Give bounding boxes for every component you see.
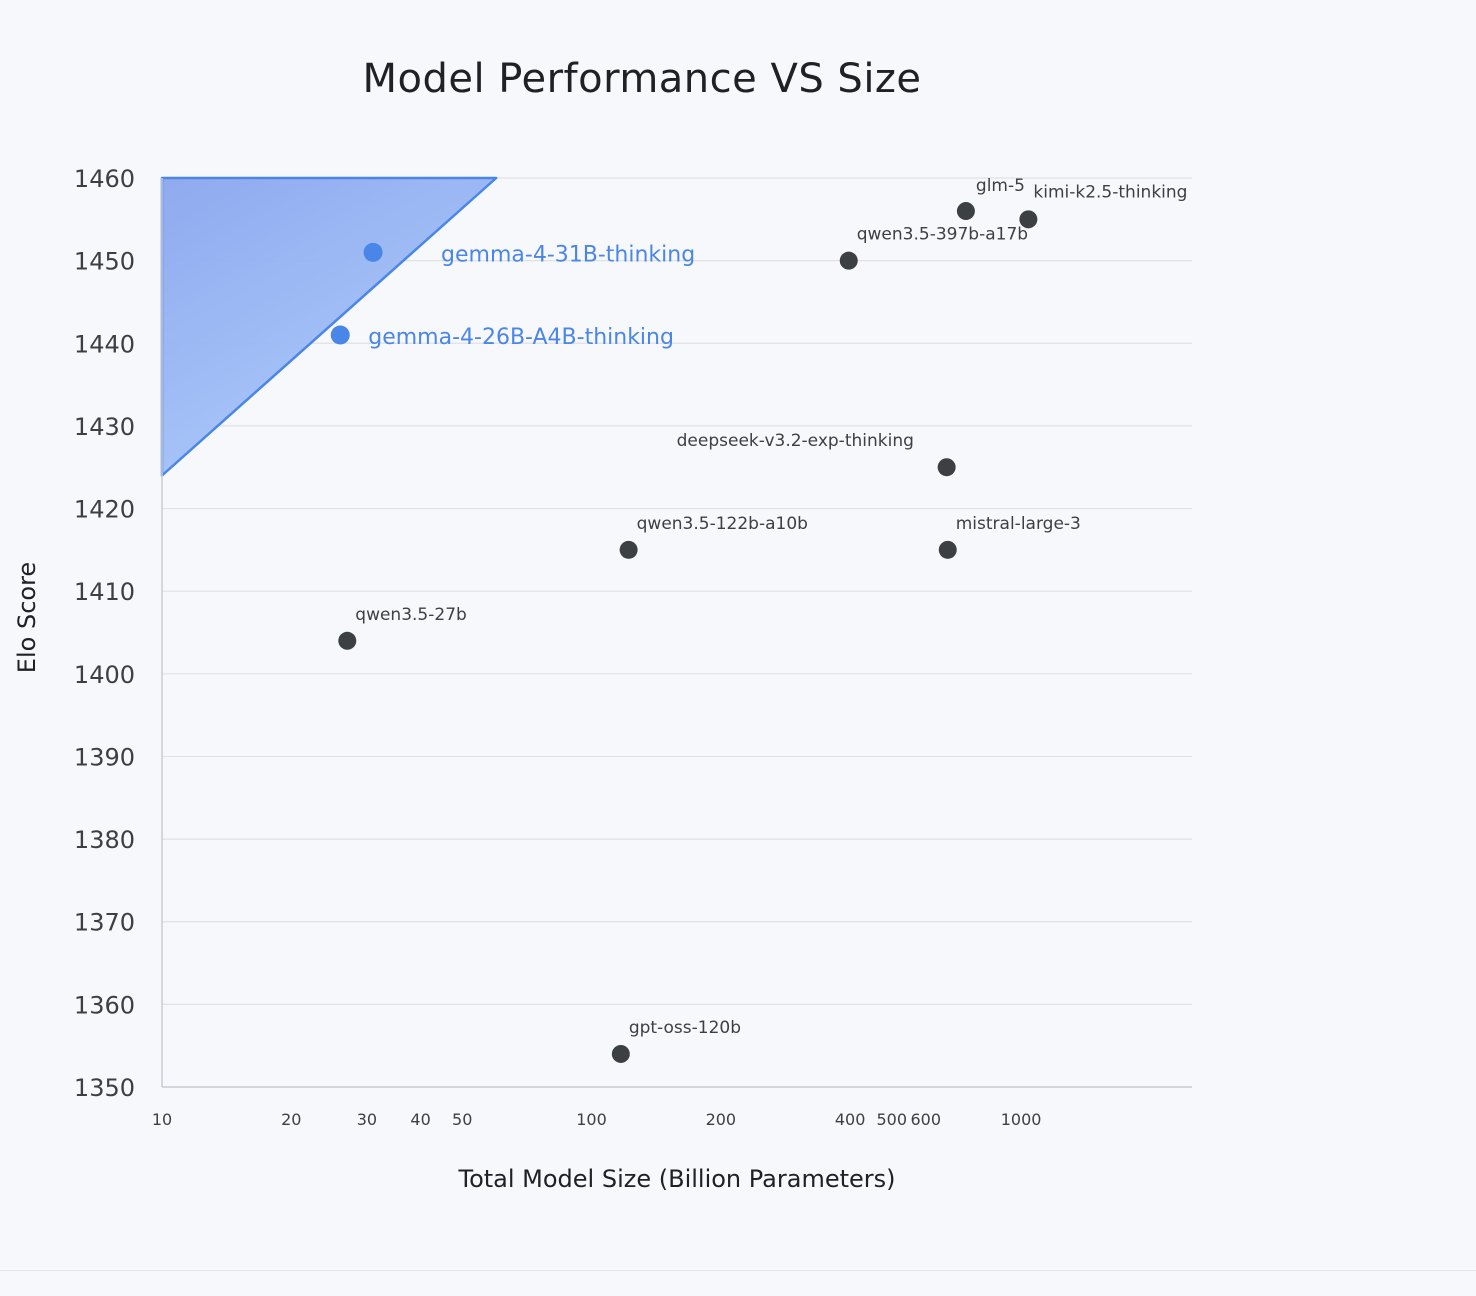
chart-title: Model Performance VS Size <box>362 56 922 102</box>
point-label-glm-5: glm-5 <box>976 176 1025 196</box>
data-point-deepseek-v3.2-exp-thinking <box>937 458 956 477</box>
x-tick-label: 500 <box>876 1110 907 1129</box>
y-tick-label: 1380 <box>74 826 135 854</box>
y-tick-label: 1410 <box>74 578 135 606</box>
point-label-gemma-4-31B-thinking: gemma-4-31B-thinking <box>441 242 695 267</box>
point-label-qwen3.5-27b: qwen3.5-27b <box>355 605 467 625</box>
data-point-qwen3.5-27b <box>338 631 357 650</box>
y-tick-label: 1390 <box>74 743 135 771</box>
x-axis-label: Total Model Size (Billion Parameters) <box>457 1165 895 1193</box>
point-label-deepseek-v3.2-exp-thinking: deepseek-v3.2-exp-thinking <box>677 431 914 451</box>
data-point-gemma-4-26B-A4B-thinking <box>330 325 350 345</box>
y-tick-labels: 1350 1360 1370 1380 1390 1400 1410 1420 1430 1440… <box>74 165 135 1102</box>
x-tick-label: 50 <box>452 1110 472 1129</box>
y-tick-label: 1440 <box>74 330 135 358</box>
y-tick-label: 1460 <box>74 165 135 193</box>
y-tick-label: 1420 <box>74 496 135 524</box>
y-tick-label: 1430 <box>74 413 135 441</box>
point-labels: gemma-4-31B-thinking gemma-4-26B-A4B-thin… <box>355 176 1187 1038</box>
data-point-gemma-4-31B-thinking <box>363 242 383 262</box>
data-points <box>330 202 1038 1063</box>
x-tick-label: 400 <box>835 1110 866 1129</box>
bottom-divider <box>0 1270 1476 1271</box>
y-tick-label: 1350 <box>74 1074 135 1102</box>
data-point-qwen3.5-397b-a17b <box>839 251 858 270</box>
y-tick-label: 1370 <box>74 909 135 937</box>
x-tick-label: 20 <box>281 1110 301 1129</box>
grid-lines <box>162 177 1192 1005</box>
x-tick-label: 30 <box>357 1110 377 1129</box>
data-point-glm-5 <box>956 202 975 221</box>
x-tick-label: 40 <box>410 1110 430 1129</box>
point-label-qwen3.5-397b-a17b: qwen3.5-397b-a17b <box>857 225 1028 245</box>
axes <box>161 178 1192 1088</box>
x-tick-label: 1000 <box>1001 1110 1042 1129</box>
data-point-qwen3.5-122b-a10b <box>619 540 638 559</box>
data-point-kimi-k2.5-thinking <box>1019 210 1038 229</box>
point-label-mistral-large-3: mistral-large-3 <box>956 514 1081 534</box>
point-label-qwen3.5-122b-a10b: qwen3.5-122b-a10b <box>637 514 808 534</box>
y-tick-label: 1450 <box>74 248 135 276</box>
data-point-gpt-oss-120b <box>611 1044 630 1063</box>
y-axis-label: Elo Score <box>13 562 41 673</box>
point-label-gemma-4-26B-A4B-thinking: gemma-4-26B-A4B-thinking <box>368 325 674 350</box>
x-tick-label: 600 <box>911 1110 942 1129</box>
point-label-gpt-oss-120b: gpt-oss-120b <box>629 1018 741 1038</box>
x-tick-label: 10 <box>152 1110 172 1129</box>
x-tick-label: 100 <box>576 1110 607 1129</box>
x-tick-label: 200 <box>706 1110 737 1129</box>
point-label-kimi-k2.5-thinking: kimi-k2.5-thinking <box>1033 182 1187 202</box>
y-tick-label: 1400 <box>74 661 135 689</box>
data-point-mistral-large-3 <box>938 540 957 559</box>
y-tick-label: 1360 <box>74 991 135 1019</box>
x-tick-labels: 10 20 30 40 50 100 200 400 500 600 1000 <box>152 1110 1042 1129</box>
